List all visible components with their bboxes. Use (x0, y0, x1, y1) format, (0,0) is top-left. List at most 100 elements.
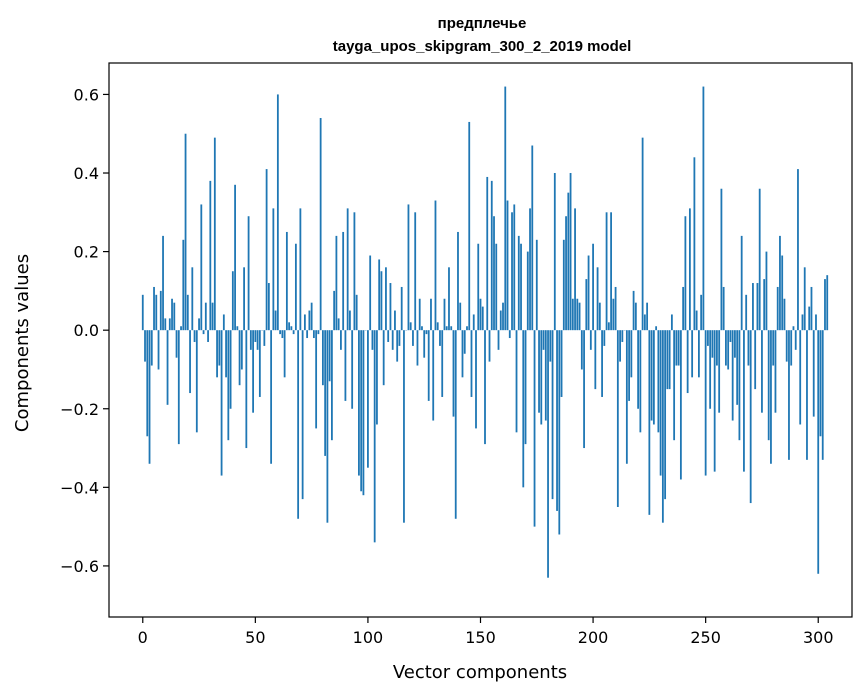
x-tick-label: 100 (353, 628, 384, 647)
bar-281 (774, 330, 777, 413)
bar-140 (457, 231, 459, 331)
bar-142 (461, 330, 464, 378)
bar-298 (812, 330, 815, 417)
bar-237 (675, 330, 678, 366)
bar-47 (247, 216, 250, 331)
bar-267 (743, 330, 745, 472)
bar-42 (236, 326, 239, 331)
bar-64 (285, 231, 288, 331)
bar-91 (346, 208, 349, 331)
bar-252 (709, 330, 712, 409)
bar-104 (376, 330, 378, 425)
bar-81 (324, 330, 327, 456)
bar-0 (141, 294, 144, 331)
bar-137 (450, 326, 453, 331)
bar-54 (263, 330, 266, 346)
bar-63 (283, 330, 286, 378)
bar-254 (713, 330, 716, 472)
bar-296 (808, 306, 811, 331)
bar-156 (493, 216, 495, 331)
bar-204 (601, 330, 603, 397)
bar-268 (745, 294, 748, 331)
bar-278 (767, 330, 770, 441)
bar-11 (166, 330, 169, 405)
chart-title: предплечье (438, 15, 527, 32)
bar-21 (189, 330, 191, 394)
bar-255 (716, 330, 718, 366)
bar-266 (740, 235, 743, 331)
bar-12 (168, 318, 171, 331)
bar-153 (486, 176, 489, 331)
bar-84 (331, 330, 333, 441)
bar-225 (648, 330, 651, 515)
bar-27 (202, 330, 205, 335)
bar-288 (790, 330, 793, 366)
bar-230 (659, 330, 662, 476)
bar-292 (799, 330, 802, 425)
bar-82 (326, 330, 329, 523)
bar-188 (565, 216, 567, 331)
bar-60 (276, 94, 279, 331)
bar-31 (211, 302, 214, 331)
bar-85 (333, 290, 336, 331)
x-axis-label: Vector components (393, 662, 567, 683)
bar-304 (826, 275, 829, 331)
y-tick-label: −0.4 (60, 478, 99, 497)
bar-258 (722, 286, 725, 331)
bar-218 (632, 290, 635, 331)
bar-199 (589, 330, 592, 350)
bar-71 (301, 330, 304, 500)
bar-3 (148, 330, 151, 464)
bar-4 (150, 330, 153, 366)
bar-282 (776, 286, 779, 331)
bar-248 (700, 294, 703, 331)
bar-238 (677, 330, 680, 366)
bar-170 (524, 330, 527, 445)
bar-174 (533, 330, 536, 527)
bar-152 (484, 330, 486, 445)
bar-210 (614, 286, 617, 331)
bar-287 (788, 330, 790, 460)
bar-265 (738, 330, 741, 441)
bar-73 (306, 330, 309, 339)
bar-108 (385, 267, 387, 331)
bar-32 (213, 137, 216, 331)
bar-172 (529, 208, 531, 331)
y-axis: −0.6 −0.4 −0.2 0.0 0.2 0.4 0.6 (60, 85, 109, 576)
bar-25 (198, 318, 200, 331)
x-axis: 0 50 100 150 200 250 300 (138, 617, 834, 647)
bar-129 (432, 330, 435, 421)
bar-40 (231, 271, 234, 331)
bar-100 (367, 330, 369, 468)
bar-190 (569, 173, 572, 331)
bar-193 (576, 298, 579, 331)
bar-176 (538, 330, 540, 413)
bar-110 (389, 283, 392, 331)
bar-145 (468, 121, 471, 331)
bar-16 (177, 330, 180, 445)
bar-70 (299, 208, 302, 331)
x-tick-label: 150 (465, 628, 496, 647)
bar-139 (454, 330, 457, 519)
bar-76 (312, 330, 315, 339)
bar-244 (691, 330, 694, 378)
bar-30 (209, 180, 212, 331)
bar-37 (225, 330, 227, 378)
bar-39 (229, 330, 232, 409)
bar-5 (153, 286, 155, 331)
bar-148 (475, 330, 477, 429)
bar-205 (603, 330, 606, 346)
bar-46 (245, 330, 248, 449)
bar-274 (758, 188, 761, 331)
bar-184 (556, 330, 558, 511)
bar-141 (459, 302, 462, 331)
bar-59 (274, 310, 277, 331)
bar-79 (319, 118, 322, 331)
bar-49 (252, 330, 254, 413)
bar-78 (317, 330, 320, 335)
bar-264 (736, 330, 739, 405)
bar-250 (704, 330, 707, 476)
x-tick-label: 300 (803, 628, 834, 647)
bar-195 (580, 330, 583, 370)
bar-177 (540, 330, 543, 425)
